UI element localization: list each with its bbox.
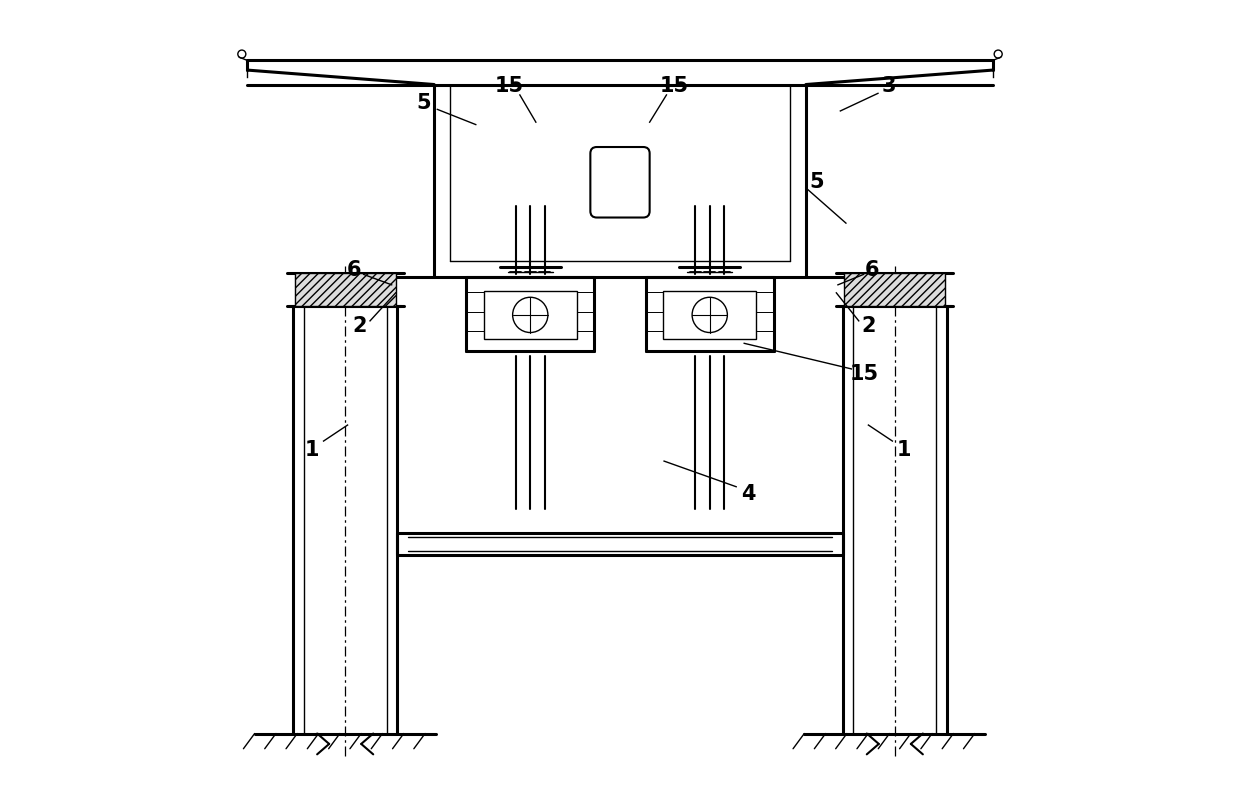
Text: 15: 15 — [495, 75, 525, 96]
Text: 6: 6 — [866, 259, 879, 279]
FancyBboxPatch shape — [590, 148, 650, 218]
Text: 15: 15 — [849, 364, 879, 384]
Text: 4: 4 — [742, 483, 755, 503]
Text: 5: 5 — [808, 172, 823, 191]
Text: 15: 15 — [660, 75, 689, 96]
Text: 6: 6 — [347, 259, 361, 279]
Bar — [295, 274, 396, 307]
Text: 5: 5 — [417, 93, 432, 113]
Bar — [844, 274, 945, 307]
Bar — [484, 291, 577, 340]
Text: 2: 2 — [861, 316, 875, 336]
Bar — [663, 291, 756, 340]
Text: 3: 3 — [882, 75, 895, 96]
Text: 2: 2 — [352, 316, 367, 336]
Text: 1: 1 — [898, 439, 911, 459]
Text: 1: 1 — [304, 439, 319, 459]
